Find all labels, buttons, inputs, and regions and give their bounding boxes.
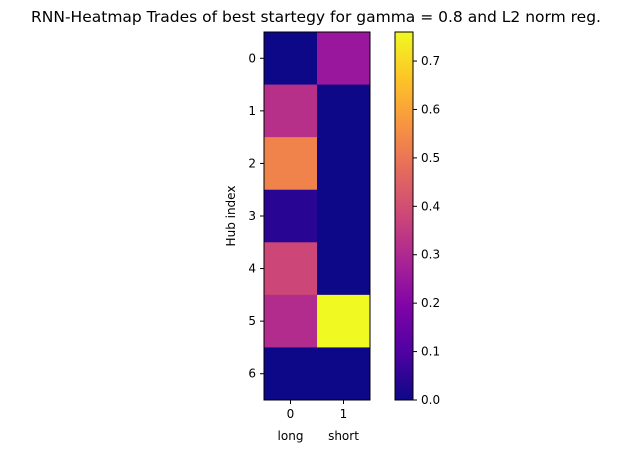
heatmap-cell-r6-c0 xyxy=(264,347,318,401)
y-axis: 0 1 2 3 4 5 6 xyxy=(248,51,264,381)
x-tick-label: 1 xyxy=(340,407,348,421)
colorbar-tick-label: 0.5 xyxy=(421,151,440,165)
y-tick-label: 5 xyxy=(248,314,256,328)
colorbar-ticks: 0.0 0.1 0.2 0.3 0.4 0.5 0.6 0.7 xyxy=(413,54,440,407)
colorbar-tick-label: 0.6 xyxy=(421,102,440,116)
heatmap-cell-r2-c1 xyxy=(317,137,371,191)
y-tick-label: 4 xyxy=(248,262,256,276)
colorbar-tick-label: 0.1 xyxy=(421,345,440,359)
heatmap-cell-r3-c0 xyxy=(264,189,318,243)
heatmap-cell-r4-c0 xyxy=(264,242,318,296)
colorbar xyxy=(394,31,414,401)
y-tick-label: 1 xyxy=(248,104,256,118)
y-tick-label: 2 xyxy=(248,156,256,170)
heatmap-cell-r0-c1 xyxy=(317,32,371,86)
heatmap-cell-r1-c0 xyxy=(264,84,318,138)
x-category-label-short: short xyxy=(328,429,359,443)
colorbar-tick-label: 0.4 xyxy=(421,199,440,213)
heatmap-cell-r5-c1 xyxy=(317,294,371,348)
heatmap-cell-r2-c0 xyxy=(264,137,318,191)
chart-title: RNN-Heatmap Trades of best startegy for … xyxy=(31,8,601,26)
heatmap-cells xyxy=(264,32,371,401)
y-axis-label: Hub index xyxy=(224,186,238,247)
x-category-labels: long short xyxy=(278,429,360,443)
y-tick-label: 6 xyxy=(248,367,256,381)
heatmap-cell-r4-c1 xyxy=(317,242,371,296)
heatmap-cell-r1-c1 xyxy=(317,84,371,138)
heatmap-cell-r0-c0 xyxy=(264,32,318,86)
colorbar-tick-label: 0.2 xyxy=(421,296,440,310)
heatmap-cell-r6-c1 xyxy=(317,347,371,401)
x-tick-label: 0 xyxy=(287,407,295,421)
colorbar-tick-label: 0.3 xyxy=(421,248,440,262)
y-tick-label: 0 xyxy=(248,51,256,65)
colorbar-tick-label: 0.0 xyxy=(421,393,440,407)
y-tick-label: 3 xyxy=(248,209,256,223)
colorbar-tick-label: 0.7 xyxy=(421,54,440,68)
heatmap-cell-r5-c0 xyxy=(264,294,318,348)
x-category-label-long: long xyxy=(278,429,304,443)
heatmap-cell-r3-c1 xyxy=(317,189,371,243)
